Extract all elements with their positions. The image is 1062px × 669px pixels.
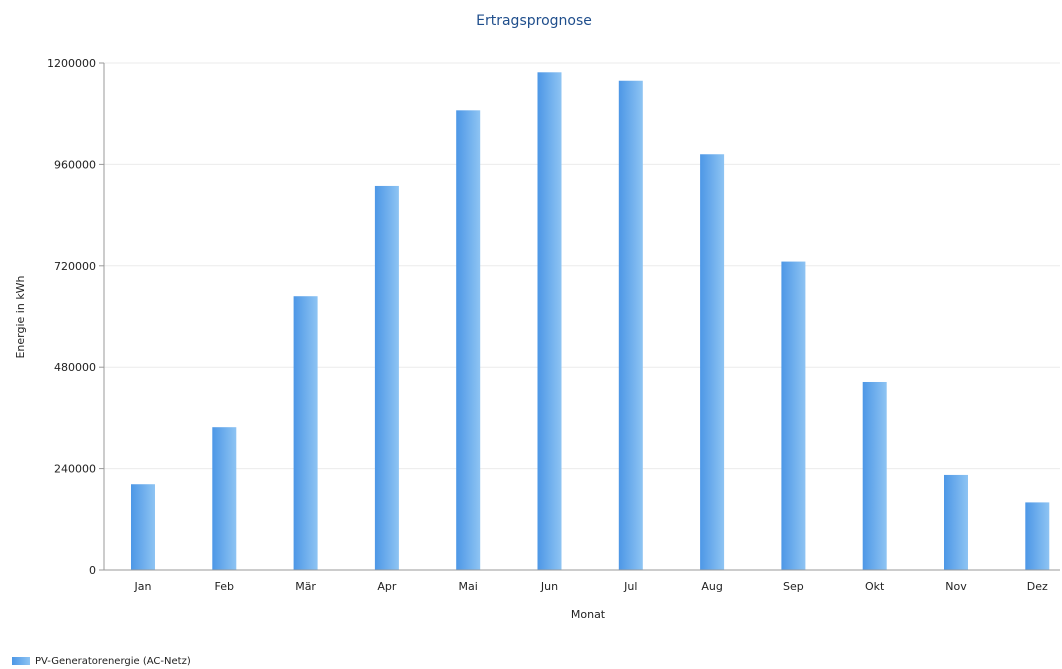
- x-axis-label: Monat: [571, 608, 606, 621]
- y-tick-label: 240000: [54, 463, 96, 476]
- x-tick-label: Feb: [215, 580, 234, 593]
- x-tick-label: Aug: [701, 580, 722, 593]
- bar: [131, 484, 155, 570]
- axes: 0 240000 480000 720000 960000 1200000 Jan Feb Mä…: [47, 57, 1060, 593]
- legend-swatch: [12, 657, 30, 665]
- x-tick-label: Jul: [623, 580, 637, 593]
- x-tick-label: Dez: [1027, 580, 1048, 593]
- y-axis-label: Energie in kWh: [14, 275, 27, 358]
- x-tick-label: Nov: [945, 580, 967, 593]
- x-tick-label: Jan: [134, 580, 152, 593]
- x-tick-label: Jun: [540, 580, 558, 593]
- bar: [374, 185, 399, 570]
- bars: [131, 72, 1050, 571]
- grid: [104, 62, 1060, 470]
- bar: [293, 296, 318, 570]
- bar: [781, 261, 806, 570]
- x-tick-label: Sep: [783, 580, 804, 593]
- bar: [700, 154, 725, 570]
- y-tick-label: 1200000: [47, 57, 96, 70]
- legend: PV-Generatorenergie (AC-Netz): [12, 655, 191, 667]
- x-tick-label: Apr: [377, 580, 397, 593]
- y-tick-label: 960000: [54, 158, 96, 171]
- x-tick-label: Okt: [865, 580, 885, 593]
- bar: [212, 427, 237, 570]
- x-tick-label: Mai: [459, 580, 478, 593]
- bar: [862, 381, 887, 570]
- y-tick-label: 720000: [54, 260, 96, 273]
- bar: [618, 80, 643, 571]
- bar: [944, 474, 968, 570]
- x-tick-label: Mär: [295, 580, 316, 593]
- bar: [456, 110, 481, 570]
- chart-title: Ertragsprognose: [476, 13, 592, 29]
- y-tick-label: 480000: [54, 361, 96, 374]
- y-tick-label: 0: [89, 564, 96, 577]
- legend-label: PV-Generatorenergie (AC-Netz): [35, 655, 191, 667]
- bar: [537, 72, 562, 571]
- bar: [1025, 502, 1050, 570]
